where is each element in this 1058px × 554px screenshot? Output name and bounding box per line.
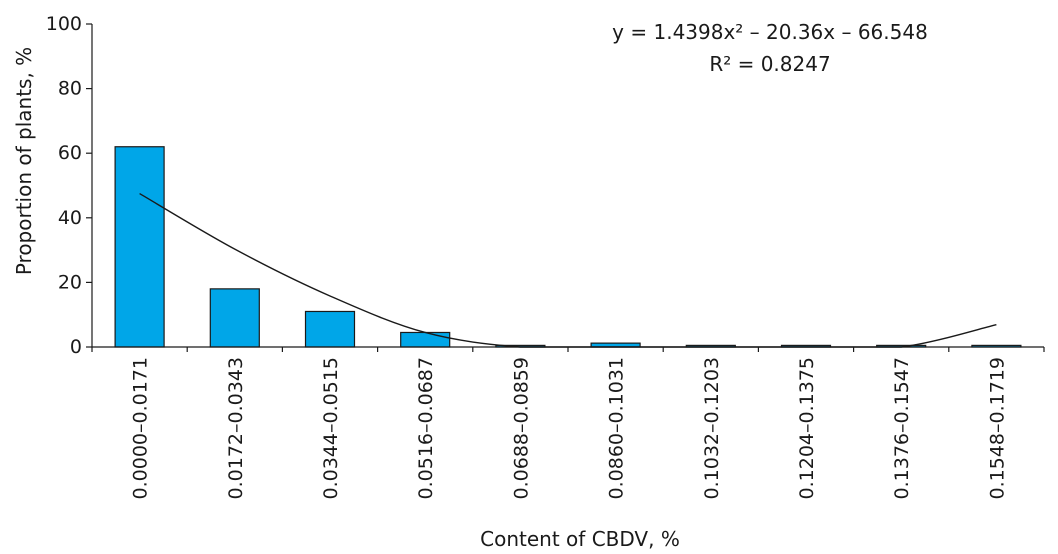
bar <box>304 310 356 348</box>
y-tick-label: 0 <box>70 336 82 358</box>
trendline-curve <box>139 192 997 348</box>
bar <box>209 288 260 348</box>
x-tick-label: 0.1032–0.1203 <box>701 357 723 499</box>
x-tick-label: 0.0344–0.0515 <box>320 357 342 499</box>
x-tick-label: 0.1204–0.1375 <box>796 357 818 499</box>
x-axis-title: Content of CBDV, % <box>480 527 680 551</box>
x-tick-label: 0.0172–0.0343 <box>225 357 247 499</box>
y-axis-title: Proportion of plants, % <box>12 47 36 275</box>
y-tick-label: 20 <box>58 271 82 293</box>
x-tick-label: 0.0516–0.0687 <box>415 357 437 499</box>
x-tick-label: 0.1376–0.1547 <box>891 357 913 499</box>
y-tick-label: 60 <box>58 142 82 164</box>
tick-labels: 0 20 40 60 80 100 0.0000–0.0171 0.0172–0.0343 0.… <box>46 13 1009 499</box>
x-tick-label: 0.1548–0.1719 <box>986 357 1008 499</box>
trendline <box>139 192 997 348</box>
trendline-equation: y = 1.4398x² – 20.36x – 66.548 <box>612 20 928 44</box>
y-tick-label: 40 <box>58 207 82 229</box>
x-tick-label: 0.0000–0.0171 <box>130 357 152 499</box>
x-tick-label: 0.0688–0.0859 <box>510 357 532 499</box>
y-tick-label: 100 <box>46 13 82 35</box>
bar <box>114 146 165 348</box>
bars <box>114 146 1022 348</box>
trendline-r-squared: R² = 0.8247 <box>709 52 830 76</box>
x-tick-label: 0.0860–0.1031 <box>606 357 628 499</box>
y-tick-label: 80 <box>58 78 82 100</box>
bar <box>400 331 451 348</box>
